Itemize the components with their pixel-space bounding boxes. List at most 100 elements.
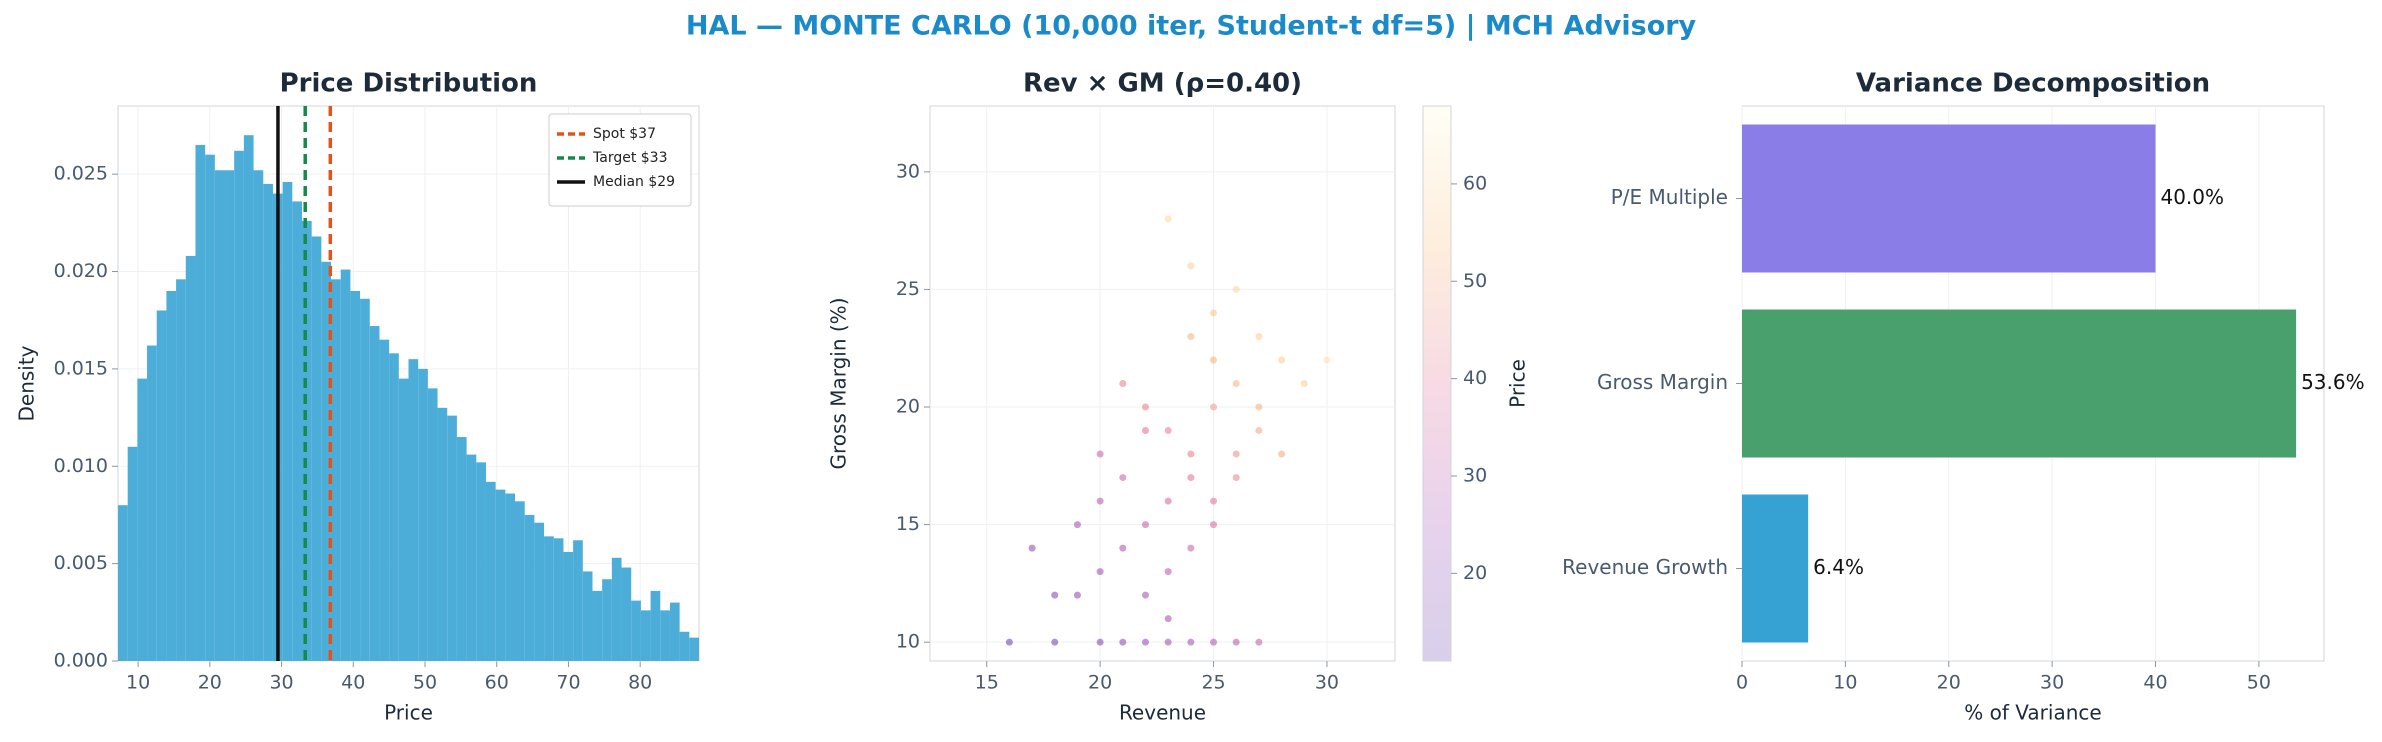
legend-label: Median $29 bbox=[593, 174, 675, 190]
scatter-point bbox=[1210, 497, 1218, 505]
panel-title: Rev × GM (ρ=0.40) bbox=[1023, 69, 1302, 99]
histogram-bar bbox=[127, 446, 138, 661]
scatter-point bbox=[1119, 380, 1127, 387]
scatter-point bbox=[1187, 332, 1195, 340]
scatter-point bbox=[1164, 568, 1172, 576]
scatter-point bbox=[1300, 380, 1308, 387]
bar bbox=[1742, 309, 2297, 458]
x-tick-label: 30 bbox=[2040, 672, 2064, 694]
scatter-point bbox=[1232, 638, 1240, 646]
x-axis-label: % of Variance bbox=[1964, 701, 2101, 725]
scatter-point bbox=[1028, 544, 1036, 552]
scatter-point bbox=[1232, 450, 1240, 458]
scatter-point bbox=[1141, 638, 1149, 646]
histogram-bar bbox=[147, 345, 157, 661]
histogram-bar bbox=[679, 631, 690, 661]
colorbar-tick-label: 60 bbox=[1463, 172, 1487, 194]
histogram-bar bbox=[582, 571, 593, 661]
y-tick-label: 20 bbox=[896, 396, 920, 418]
histogram-bar bbox=[592, 590, 603, 661]
scatter-point bbox=[1096, 450, 1104, 458]
histogram-bar bbox=[573, 540, 583, 661]
scatter-point bbox=[1210, 309, 1218, 317]
histogram-bar bbox=[224, 170, 235, 661]
histogram-bar bbox=[534, 522, 545, 661]
colorbar-tick-label: 40 bbox=[1463, 367, 1487, 389]
histogram-bar bbox=[611, 557, 622, 661]
scatter-point bbox=[1051, 591, 1059, 599]
histogram-bar bbox=[253, 170, 264, 661]
y-tick-label: 10 bbox=[896, 631, 920, 653]
legend-label: Target $33 bbox=[592, 150, 667, 166]
histogram-bar bbox=[292, 201, 302, 661]
histogram-bar bbox=[331, 279, 341, 661]
x-tick-label: 30 bbox=[269, 672, 293, 694]
y-tick-label: 0.015 bbox=[54, 357, 108, 379]
scatter-point bbox=[1141, 403, 1149, 411]
histogram-bar bbox=[156, 310, 167, 661]
figure-title: HAL — MONTE CARLO (10,000 iter, Student-… bbox=[686, 11, 1697, 42]
scatter-point bbox=[1164, 615, 1172, 623]
scatter-point bbox=[1187, 544, 1195, 552]
scatter-point bbox=[1278, 450, 1286, 458]
histogram-bar bbox=[118, 505, 128, 661]
histogram-bar bbox=[360, 298, 370, 661]
histogram-bar bbox=[563, 551, 574, 661]
scatter-point bbox=[1187, 638, 1195, 646]
histogram-bar bbox=[495, 489, 506, 661]
histogram-bar bbox=[185, 255, 196, 661]
histogram-bar bbox=[640, 610, 651, 661]
plot-area bbox=[929, 105, 1396, 662]
scatter-point bbox=[1255, 403, 1263, 411]
x-tick-label: 80 bbox=[628, 672, 652, 694]
histogram-bar bbox=[485, 481, 496, 661]
x-axis-label: Price bbox=[384, 701, 433, 725]
histogram-bar bbox=[282, 181, 293, 661]
scatter-point bbox=[1323, 356, 1331, 364]
scatter-point bbox=[1119, 638, 1127, 646]
histogram-bar bbox=[398, 378, 409, 661]
scatter-point bbox=[1164, 638, 1172, 646]
scatter-point bbox=[1187, 474, 1195, 482]
histogram-bar bbox=[234, 150, 244, 661]
y-tick-label: 0.010 bbox=[54, 455, 108, 477]
x-tick-label: 15 bbox=[975, 672, 999, 694]
scatter-point bbox=[1187, 450, 1195, 458]
histogram-bar bbox=[389, 353, 399, 661]
scatter-point bbox=[1210, 521, 1218, 529]
scatter-point bbox=[1255, 638, 1263, 646]
scatter-point bbox=[1187, 262, 1195, 270]
histogram-bar bbox=[669, 602, 680, 661]
histogram-bar bbox=[214, 170, 225, 661]
histogram-bar bbox=[505, 493, 516, 661]
colorbar bbox=[1422, 105, 1452, 662]
histogram-bar bbox=[137, 378, 148, 661]
histogram-bar bbox=[195, 144, 206, 661]
histogram-bar bbox=[379, 339, 390, 661]
histogram-bar bbox=[427, 388, 438, 661]
scatter-point bbox=[1278, 356, 1286, 364]
histogram-bar bbox=[311, 236, 322, 661]
histogram-bar bbox=[602, 579, 612, 661]
scatter-point bbox=[1210, 403, 1218, 411]
y-tick-label: 0.020 bbox=[54, 260, 108, 282]
x-tick-label: 0 bbox=[1736, 672, 1748, 694]
histogram-bar bbox=[205, 154, 215, 661]
y-tick-label: 15 bbox=[896, 513, 920, 535]
y-tick-label: Gross Margin bbox=[1597, 370, 1728, 394]
histogram-bar bbox=[650, 590, 661, 661]
value-label: 53.6% bbox=[2301, 370, 2365, 394]
histogram-bar bbox=[350, 291, 361, 661]
histogram-bar bbox=[408, 359, 419, 661]
value-label: 40.0% bbox=[2160, 185, 2224, 209]
histogram-bar bbox=[689, 637, 699, 661]
histogram-bar bbox=[369, 326, 380, 661]
x-tick-label: 20 bbox=[198, 672, 222, 694]
scatter-point bbox=[1096, 568, 1104, 576]
scatter-point bbox=[1119, 474, 1127, 482]
scatter-point bbox=[1119, 544, 1127, 552]
x-tick-label: 25 bbox=[1201, 672, 1225, 694]
scatter-point bbox=[1051, 638, 1059, 646]
x-tick-label: 10 bbox=[126, 672, 150, 694]
x-axis-label: Revenue bbox=[1119, 701, 1206, 725]
